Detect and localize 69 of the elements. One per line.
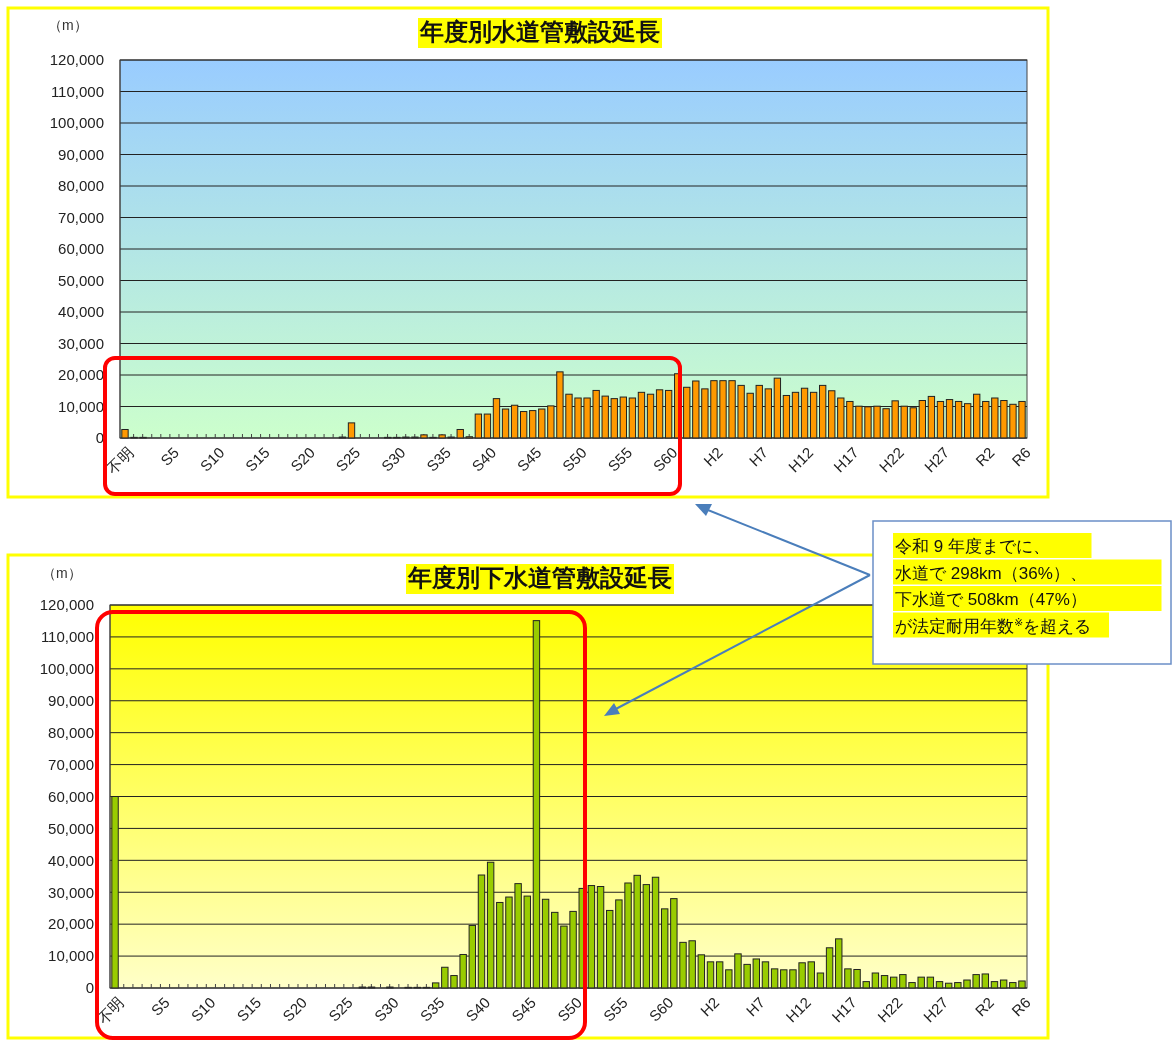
y-tick-label: 70,000 bbox=[58, 208, 104, 226]
x-tick-label: S30 bbox=[370, 993, 402, 1025]
x-tick-label: S45 bbox=[513, 443, 545, 475]
x-tick-label: S5 bbox=[147, 993, 173, 1019]
x-tick-label: S25 bbox=[332, 443, 364, 475]
x-tick-label: S35 bbox=[423, 443, 454, 475]
x-tick-label: S40 bbox=[468, 443, 500, 475]
y-axis-title: （m） bbox=[48, 17, 88, 33]
y-tick-label: 60,000 bbox=[48, 787, 94, 805]
y-tick-label: 120,000 bbox=[39, 596, 94, 614]
x-tick-label: H7 bbox=[745, 443, 772, 470]
x-tick-label: H2 bbox=[696, 993, 723, 1020]
y-tick-label: 80,000 bbox=[48, 723, 94, 741]
x-tick-label: S50 bbox=[554, 993, 585, 1025]
x-tick-label: S55 bbox=[604, 443, 636, 475]
y-tick-label: 100,000 bbox=[39, 660, 94, 678]
y-tick-label: 90,000 bbox=[48, 692, 94, 709]
x-tick-label: H7 bbox=[742, 993, 769, 1020]
x-tick-label: H12 bbox=[784, 443, 817, 476]
y-tick-label: 30,000 bbox=[58, 334, 104, 352]
text: 令和 9 年度までに、 bbox=[895, 537, 1050, 556]
x-tick-label: R6 bbox=[1008, 443, 1034, 470]
y-tick-label: 10,000 bbox=[48, 947, 94, 965]
y-tick-label: 110,000 bbox=[40, 628, 94, 646]
x-tick-label: S5 bbox=[157, 443, 183, 469]
y-tick-label: 50,000 bbox=[48, 819, 94, 837]
x-tick-label: R2 bbox=[972, 443, 998, 470]
x-tick-label: S55 bbox=[599, 993, 631, 1025]
y-tick-label: 0 bbox=[85, 979, 94, 997]
x-tick-label: S10 bbox=[187, 993, 219, 1025]
y-tick-label: 30,000 bbox=[48, 883, 94, 901]
x-tick-label: H2 bbox=[700, 443, 726, 470]
y-tick-label: 0 bbox=[95, 429, 104, 447]
x-tick-label: S15 bbox=[233, 993, 265, 1025]
x-tick-label: H22 bbox=[875, 443, 907, 476]
y-tick-label: 20,000 bbox=[48, 915, 94, 933]
y-tick-label: 20,000 bbox=[58, 366, 104, 384]
y-tick-label: 120,000 bbox=[49, 51, 104, 69]
y-tick-label: 90,000 bbox=[58, 145, 104, 163]
y-tick-label: 40,000 bbox=[48, 851, 94, 869]
x-tick-label: S40 bbox=[462, 993, 494, 1025]
y-tick-label: 50,000 bbox=[58, 271, 104, 289]
y-tick-label: 110,000 bbox=[50, 82, 104, 100]
x-tick-label: 不明 bbox=[103, 443, 137, 478]
x-tick-label: S50 bbox=[558, 443, 590, 475]
y-tick-label: 40,000 bbox=[58, 303, 104, 321]
x-tick-label: R6 bbox=[1008, 993, 1034, 1020]
y-tick-label: 70,000 bbox=[48, 755, 94, 773]
y-tick-label: 80,000 bbox=[58, 177, 104, 195]
annotation: 下水道で 508km（47%） bbox=[895, 590, 1087, 609]
x-tick-label: S20 bbox=[279, 993, 311, 1025]
x-tick-label: S25 bbox=[324, 993, 356, 1025]
text: 水道で 298km（36%）、 bbox=[895, 563, 1087, 583]
y-axis-title: （m） bbox=[42, 565, 82, 581]
x-tick-label: H12 bbox=[782, 993, 814, 1026]
x-tick-label: S20 bbox=[287, 443, 319, 475]
x-tick-label: S10 bbox=[196, 443, 228, 475]
x-tick-label: H22 bbox=[874, 993, 906, 1026]
y-tick-label: 10,000 bbox=[58, 397, 104, 415]
y-tick-label: 60,000 bbox=[58, 240, 104, 258]
x-tick-label: S60 bbox=[645, 993, 677, 1025]
x-tick-label: S30 bbox=[377, 443, 409, 475]
x-tick-label: S15 bbox=[241, 443, 273, 475]
x-tick-label: R2 bbox=[971, 993, 998, 1020]
annotation: が法定耐用年数$^{※}$を超える bbox=[895, 615, 1092, 636]
x-tick-label: S35 bbox=[416, 993, 448, 1025]
x-tick-label: S45 bbox=[508, 993, 540, 1025]
y-tick-label: 100,000 bbox=[49, 114, 104, 132]
x-tick-label: S60 bbox=[649, 443, 681, 475]
